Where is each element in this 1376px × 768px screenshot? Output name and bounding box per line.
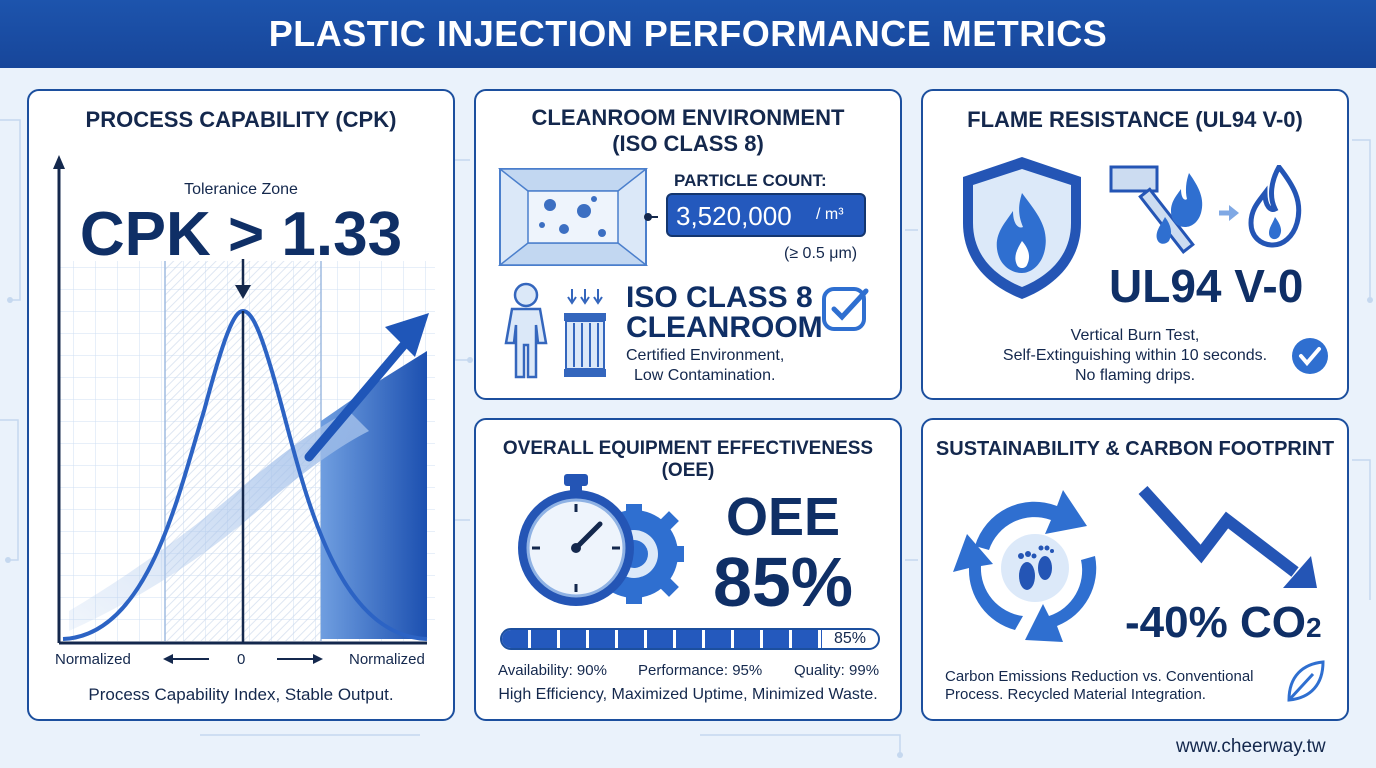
stopwatch-gear-icon	[518, 474, 684, 606]
particle-size-note: (≥ 0.5 μm)	[784, 245, 858, 262]
oee-card: OVERALL EQUIPMENT EFFECTIVENESS (OEE) OE…	[474, 418, 902, 721]
axis-label-left: Normalized	[55, 651, 131, 668]
particle-count-unit: / m³	[816, 206, 844, 223]
particle-count-box: 3,520,000 / m³	[666, 193, 866, 237]
oee-label: OEE	[725, 487, 841, 547]
cpk-value: CPK > 1.33	[79, 200, 403, 269]
down-arrow-head	[235, 285, 251, 299]
cleanroom-suit-icon	[504, 282, 548, 379]
cpk-title: PROCESS CAPABILITY (CPK)	[85, 107, 397, 132]
availability-metric: Availability: 90%	[498, 662, 607, 679]
growth-arrow-shaft	[304, 334, 414, 462]
particle-count-value: 3,520,000	[676, 201, 792, 231]
iso-class-line1: ISO CLASS 8	[626, 281, 813, 314]
oee-progress-bar	[500, 628, 880, 650]
leaf-icon	[1287, 660, 1325, 702]
oee-progress-fill	[502, 630, 822, 648]
sustainability-desc-line1: Carbon Emissions Reduction vs. Conventio…	[945, 668, 1254, 685]
shield-flame-icon	[963, 157, 1081, 299]
sustainability-card: SUSTAINABILITY & CARBON FOOTPRINT -40% C…	[921, 418, 1349, 721]
cleanroom-desc-line1: Certified Environment,	[626, 347, 785, 364]
cleanroom-card: CLEANROOM ENVIRONMENT (ISO CLASS 8) PART…	[474, 89, 902, 400]
co2-reduction-value: -40% CO2	[1125, 598, 1322, 648]
cleanroom-title-line1: CLEANROOM ENVIRONMENT	[531, 105, 845, 130]
sustainability-desc-line2: Process. Recycled Material Integration.	[945, 686, 1206, 703]
iso-class-line2: CLEANROOM	[626, 311, 823, 344]
oee-caption: High Efficiency, Maximized Uptime, Minim…	[498, 686, 878, 703]
verified-check-icon	[1292, 338, 1328, 374]
oee-progress-label: 85%	[834, 630, 867, 647]
flame-rating: UL94 V-0	[1109, 260, 1304, 312]
co2-subscript: 2	[1305, 612, 1322, 643]
downtrend-arrow-icon	[1138, 485, 1317, 588]
flame-title: FLAME RESISTANCE (UL94 V-0)	[967, 107, 1303, 132]
burn-test-icon	[1109, 165, 1302, 254]
cpk-card: PROCESS CAPABILITY (CPK)	[27, 89, 455, 721]
growth-arrow-head	[385, 313, 429, 357]
oee-title: OVERALL EQUIPMENT EFFECTIVENESS (OEE)	[502, 438, 874, 481]
oee-value: 85%	[712, 543, 854, 621]
flame-card: FLAME RESISTANCE (UL94 V-0) UL94 V-0 Ver…	[921, 89, 1349, 400]
recycle-footprint-icon	[953, 490, 1097, 642]
cleanroom-title-line2: (ISO CLASS 8)	[612, 131, 764, 156]
check-icon	[822, 287, 869, 331]
flame-desc-line1: Vertical Burn Test,	[1070, 327, 1200, 344]
air-filter-icon	[564, 289, 606, 377]
axis-label-right: Normalized	[349, 651, 425, 668]
flame-desc-line2: Self-Extinguishing within 10 seconds.	[1002, 347, 1268, 364]
co2-main: -40% CO	[1125, 598, 1306, 647]
cleanroom-desc-line2: Low Contamination.	[634, 367, 776, 384]
page-title: PLASTIC INJECTION PERFORMANCE METRICS	[268, 13, 1108, 54]
header-banner: PLASTIC INJECTION PERFORMANCE METRICS	[0, 0, 1376, 68]
quality-metric: Quality: 99%	[794, 662, 880, 679]
y-axis-arrow	[53, 155, 65, 169]
cpk-distribution-chart	[53, 155, 435, 664]
flame-desc-line3: No flaming drips.	[1074, 367, 1196, 384]
sustainability-title: SUSTAINABILITY & CARBON FOOTPRINT	[935, 438, 1335, 460]
particle-count-label: PARTICLE COUNT:	[674, 171, 827, 190]
cleanroom-illustration	[498, 168, 658, 266]
footer-url[interactable]: www.cheerway.tw	[1176, 736, 1326, 757]
axis-label-center: 0	[237, 651, 246, 668]
performance-metric: Performance: 95%	[638, 662, 763, 679]
tolerance-zone-label: Toleranice Zone	[184, 181, 298, 198]
cpk-caption: Process Capability Index, Stable Output.	[88, 685, 394, 704]
